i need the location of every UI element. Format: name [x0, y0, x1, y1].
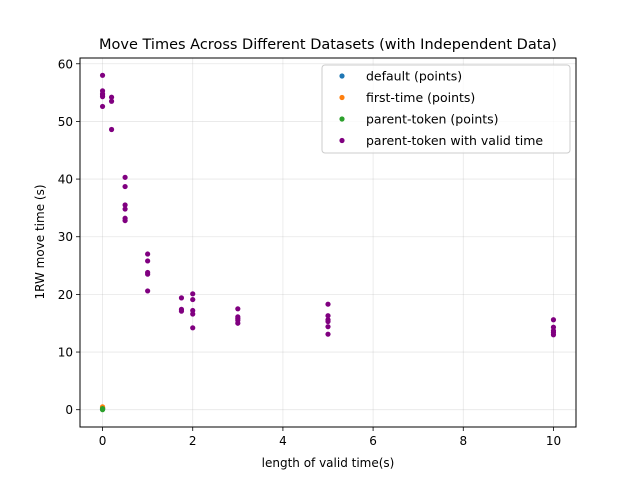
- data-point: [190, 311, 196, 317]
- data-point: [190, 296, 196, 303]
- data-point: [325, 331, 331, 337]
- data-point: [145, 288, 151, 294]
- data-point: [145, 251, 151, 257]
- data-point: [178, 295, 185, 301]
- data-point: [122, 206, 128, 212]
- series-3: [99, 72, 557, 338]
- y-tick-label: 50: [58, 115, 73, 129]
- legend-entry: parent-token (points): [366, 112, 499, 127]
- legend-entry: default (points): [366, 69, 462, 84]
- grid-lines: [80, 58, 576, 427]
- data-point: [550, 332, 557, 338]
- data-point: [99, 103, 106, 110]
- data-point: [145, 271, 151, 277]
- plot-frame: [79, 57, 577, 428]
- data-point: [178, 308, 185, 314]
- legend-marker: [339, 116, 345, 122]
- chart-title: Move Times Across Different Datasets (wi…: [99, 37, 557, 53]
- x-tick-label: 8: [459, 434, 467, 448]
- legend-entry: parent-token with valid time: [366, 133, 543, 148]
- data-point: [99, 405, 106, 412]
- data-point: [108, 94, 115, 100]
- legend-box: [321, 64, 571, 154]
- data-point: [325, 318, 331, 325]
- data-points: [99, 72, 557, 413]
- x-axis-ticks: 0 2 4 6 8 10: [99, 427, 561, 448]
- legend-marker: [339, 73, 345, 79]
- y-tick-label: 40: [58, 173, 73, 187]
- data-point: [122, 217, 128, 224]
- x-tick-label: 2: [189, 434, 197, 448]
- legend-entry: first-time (points): [366, 90, 475, 105]
- x-tick-label: 10: [546, 434, 561, 448]
- y-tick-label: 20: [58, 288, 73, 302]
- data-point: [550, 317, 557, 323]
- x-axis-label: length of valid time(s): [262, 456, 395, 470]
- data-point: [122, 174, 128, 180]
- y-tick-label: 0: [65, 403, 73, 417]
- x-tick-label: 4: [279, 434, 287, 448]
- data-point: [99, 72, 106, 78]
- legend-marker: [339, 137, 345, 144]
- data-point: [122, 202, 128, 208]
- data-point: [235, 306, 241, 312]
- data-point: [235, 320, 241, 326]
- y-tick-label: 60: [58, 57, 73, 71]
- data-point: [122, 183, 128, 190]
- y-tick-label: 30: [58, 230, 73, 244]
- legend: default (points) first-time (points) paren…: [321, 64, 571, 154]
- data-point: [108, 98, 115, 104]
- data-point: [325, 313, 331, 319]
- data-point: [325, 301, 331, 307]
- x-tick-label: 0: [99, 434, 107, 448]
- data-point: [99, 94, 106, 100]
- data-point: [108, 126, 115, 133]
- data-point: [325, 324, 331, 330]
- series-2: [99, 405, 106, 413]
- data-point: [145, 258, 151, 264]
- data-point: [190, 291, 196, 297]
- y-axis-ticks: 0 10 20 30 40 50 60: [58, 57, 80, 417]
- data-point: [190, 325, 196, 331]
- y-tick-label: 10: [58, 346, 73, 360]
- y-axis-label: 1RW move time (s): [33, 184, 47, 299]
- x-tick-label: 6: [369, 434, 377, 448]
- legend-marker: [339, 94, 345, 101]
